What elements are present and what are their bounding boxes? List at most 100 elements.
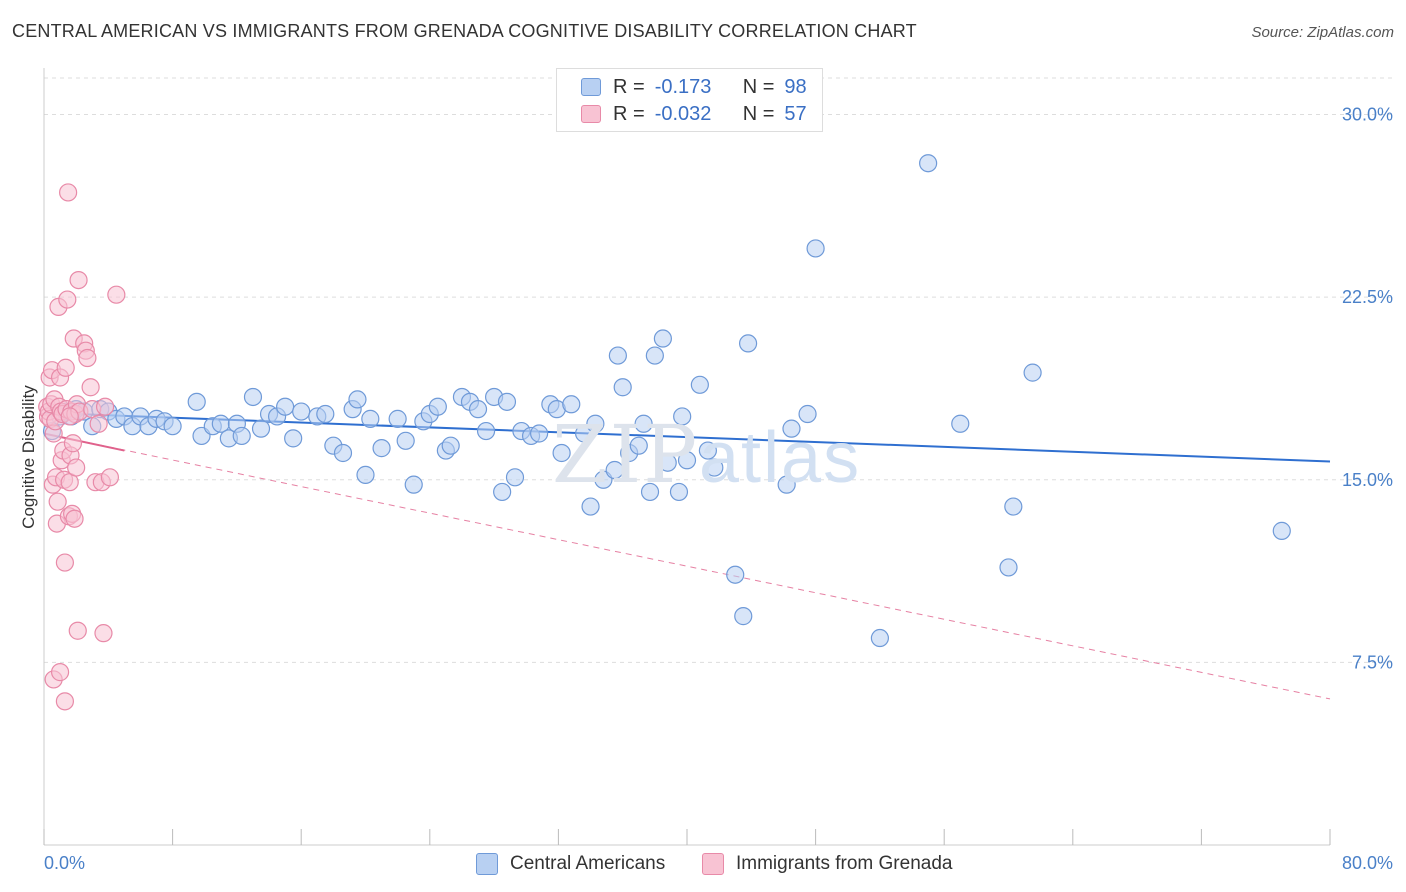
point-central-americans (605, 460, 624, 480)
point-central-americans (476, 421, 496, 441)
axes (43, 68, 1331, 846)
point-grenada (60, 407, 79, 426)
point-central-americans (562, 395, 581, 414)
point-central-americans (276, 397, 295, 416)
point-grenada (56, 358, 75, 377)
point-central-americans (634, 414, 653, 433)
point-central-americans (690, 375, 709, 394)
point-grenada (50, 663, 70, 682)
point-central-americans (1004, 497, 1023, 516)
point-central-americans (806, 239, 825, 258)
y-tick-label: 30.0% (1342, 105, 1393, 125)
point-central-americans (372, 439, 391, 458)
point-central-americans (658, 453, 677, 472)
legend-r-label: R = (613, 75, 645, 98)
legend-n-value: 98 (784, 75, 807, 98)
point-grenada (69, 270, 88, 290)
point-central-americans (919, 154, 938, 173)
legend-row-grenada: R = -0.032 N = 57 (581, 101, 807, 127)
point-central-americans (292, 402, 311, 421)
bottom-legend-grenada: Immigrants from Grenada (702, 851, 952, 877)
point-central-americans (361, 409, 380, 428)
point-central-americans (333, 443, 353, 463)
bottom-legend-label: Central Americans (510, 853, 666, 874)
point-central-americans (673, 407, 692, 426)
point-central-americans (613, 378, 632, 397)
tick-labels: 7.5% 15.0% 22.5% 30.0% 0.0% 80.0% (44, 105, 1393, 873)
y-tick-label: 7.5% (1352, 652, 1393, 672)
point-central-americans (870, 628, 890, 648)
legend-n-label: N = (742, 75, 775, 98)
bottom-legend-label: Immigrants from Grenada (736, 853, 953, 874)
x-tick-label: 80.0% (1342, 853, 1393, 873)
legend-r-label: R = (613, 102, 645, 125)
legend-n-label: N = (742, 102, 775, 125)
point-grenada (95, 397, 115, 416)
point-grenada (67, 458, 86, 477)
point-central-americans (552, 443, 571, 463)
point-central-americans (1023, 363, 1042, 382)
point-central-americans (608, 346, 627, 365)
point-grenada (59, 183, 78, 202)
point-grenada (48, 492, 67, 511)
legend-swatch-pink (581, 105, 601, 123)
point-central-americans (669, 482, 689, 502)
point-grenada (55, 692, 74, 711)
legend-r-value: -0.173 (654, 75, 712, 98)
watermark-zip: ZIP (552, 408, 700, 501)
point-central-americans (468, 400, 488, 419)
point-central-americans (251, 419, 271, 438)
point-central-americans (497, 392, 517, 411)
gridlines (44, 77, 1392, 663)
point-grenada (58, 290, 77, 309)
point-central-americans (284, 429, 303, 448)
bottom-legend-swatch-pink (702, 853, 724, 875)
bottom-legend-swatch-blue (476, 853, 498, 875)
point-central-americans (698, 441, 717, 460)
point-central-americans (951, 414, 970, 433)
source-label: Source: ZipAtlas.com (1251, 24, 1394, 41)
point-grenada (63, 434, 83, 453)
point-central-americans (428, 397, 447, 416)
point-central-americans (677, 451, 697, 470)
legend-row-central-americans: R = -0.173 N = 98 (581, 74, 807, 100)
point-central-americans (348, 390, 367, 409)
point-grenada (78, 348, 97, 368)
point-central-americans (705, 458, 724, 477)
point-central-americans (777, 475, 796, 494)
legend-n-value: 57 (784, 102, 807, 125)
watermark-atlas: atlas (699, 418, 862, 498)
watermark: ZIPatlas (552, 408, 861, 501)
point-central-americans (1272, 521, 1291, 540)
x-tick-label: 0.0% (44, 853, 85, 873)
correlation-legend: R = -0.173 N = 98 R = -0.032 N = 57 (556, 68, 823, 132)
legend-swatch-blue (581, 78, 601, 96)
point-central-americans (726, 565, 745, 584)
point-central-americans (645, 346, 664, 365)
data-points (38, 154, 1291, 711)
point-central-americans (356, 465, 375, 484)
point-central-americans (505, 468, 525, 487)
point-central-americans (782, 419, 801, 438)
point-central-americans (187, 392, 206, 411)
point-grenada (55, 553, 74, 572)
point-central-americans (653, 329, 672, 348)
point-central-americans (396, 431, 415, 450)
point-central-americans (493, 482, 512, 502)
trend-line-grenada (43, 433, 1331, 700)
point-grenada (107, 285, 126, 304)
point-grenada (94, 624, 113, 643)
point-central-americans (999, 558, 1018, 577)
point-central-americans (734, 607, 753, 626)
point-central-americans (163, 417, 182, 436)
point-central-americans (404, 475, 423, 494)
point-central-americans (581, 497, 600, 516)
y-tick-label: 15.0% (1342, 470, 1393, 490)
point-central-americans (316, 404, 335, 424)
point-grenada (81, 378, 100, 397)
point-central-americans (441, 436, 460, 455)
chart-title: CENTRAL AMERICAN VS IMMIGRANTS FROM GREN… (12, 21, 917, 41)
point-grenada (68, 621, 87, 640)
point-central-americans (629, 436, 648, 455)
